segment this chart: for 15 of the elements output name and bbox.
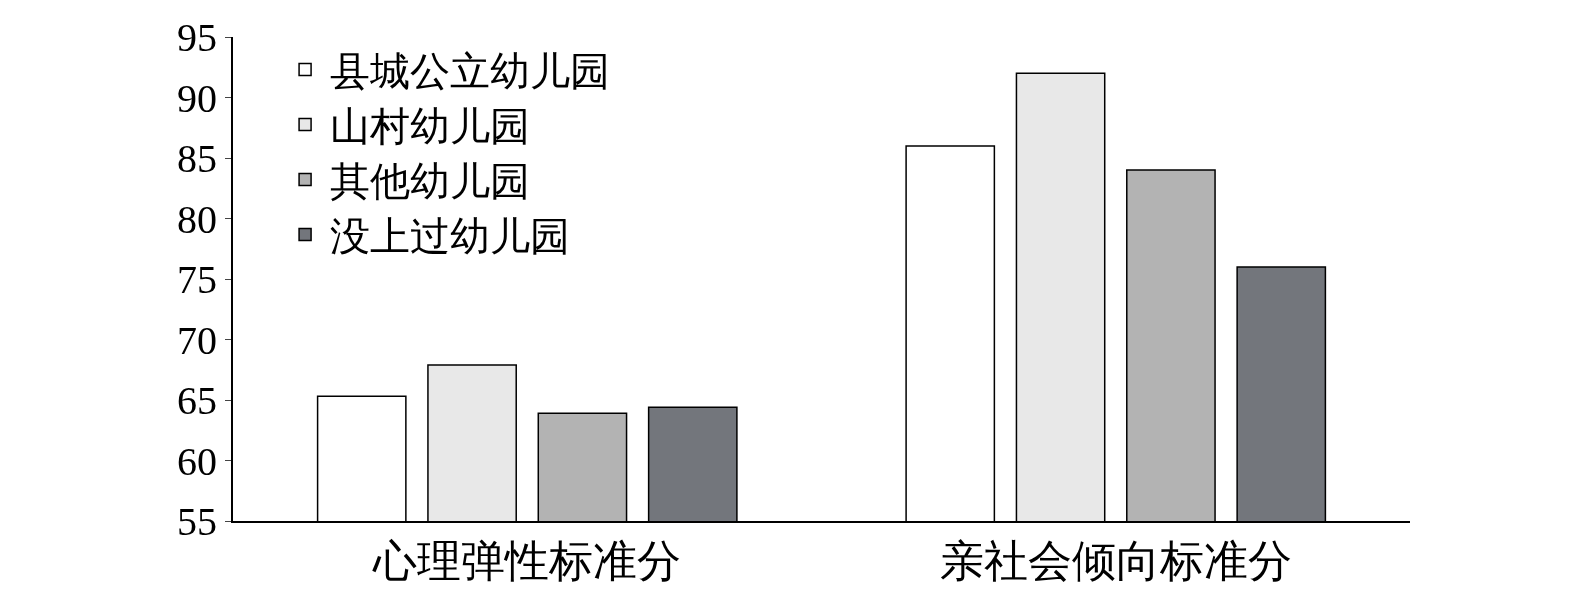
legend-label: 其他幼儿园 (330, 159, 531, 205)
y-tick-label: 60 (177, 438, 217, 484)
y-tick-label: 55 (177, 499, 217, 544)
y-tick-label: 80 (177, 196, 217, 242)
y-tick-label: 65 (177, 378, 217, 423)
y-tick-label: 95 (177, 15, 217, 60)
y-tick-label: 90 (177, 75, 217, 121)
legend-label: 山村幼儿园 (330, 104, 531, 150)
y-tick-label: 85 (177, 136, 217, 181)
x-tick-label: 亲社会倾向标准分 (939, 536, 1292, 586)
legend-label: 县城公立幼儿园 (330, 49, 611, 95)
x-tick-label: 心理弹性标准分 (372, 536, 682, 586)
y-tick-label: 70 (177, 317, 217, 363)
legend-label: 没上过幼儿园 (330, 214, 571, 260)
y-tick-label: 75 (177, 257, 217, 302)
